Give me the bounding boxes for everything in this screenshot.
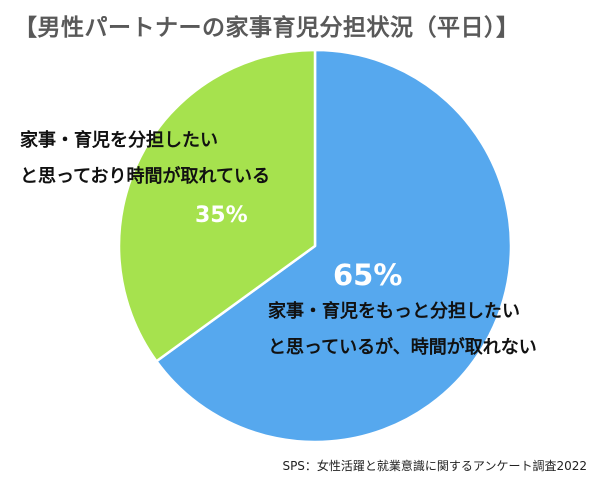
source-note: SPS：女性活躍と就業意識に関するアンケート調査2022	[282, 459, 587, 473]
slice-label-line-2: と思っており時間が取れている	[20, 166, 271, 187]
slice-label-share-time-available: 家事・育児を分担したい と思っており時間が取れている	[20, 123, 270, 195]
pie-slice-65	[155, 48, 513, 444]
slice-label-line-1: 家事・育児をもっと分担したい	[268, 301, 520, 322]
chart-title: 【男性パートナーの家事育児分担状況（平日）】	[14, 15, 520, 41]
slice-value-label-35: 35%	[195, 203, 248, 228]
slice-label-want-more-no-time: 家事・育児をもっと分担したい と思っているが、時間が取れない	[268, 294, 537, 366]
slice-value-label-65: 65%	[333, 258, 403, 292]
pie-slice-35	[117, 48, 317, 363]
slice-label-line-2: と思っているが、時間が取れない	[268, 337, 537, 358]
slice-label-line-1: 家事・育児を分担したい	[20, 130, 218, 151]
